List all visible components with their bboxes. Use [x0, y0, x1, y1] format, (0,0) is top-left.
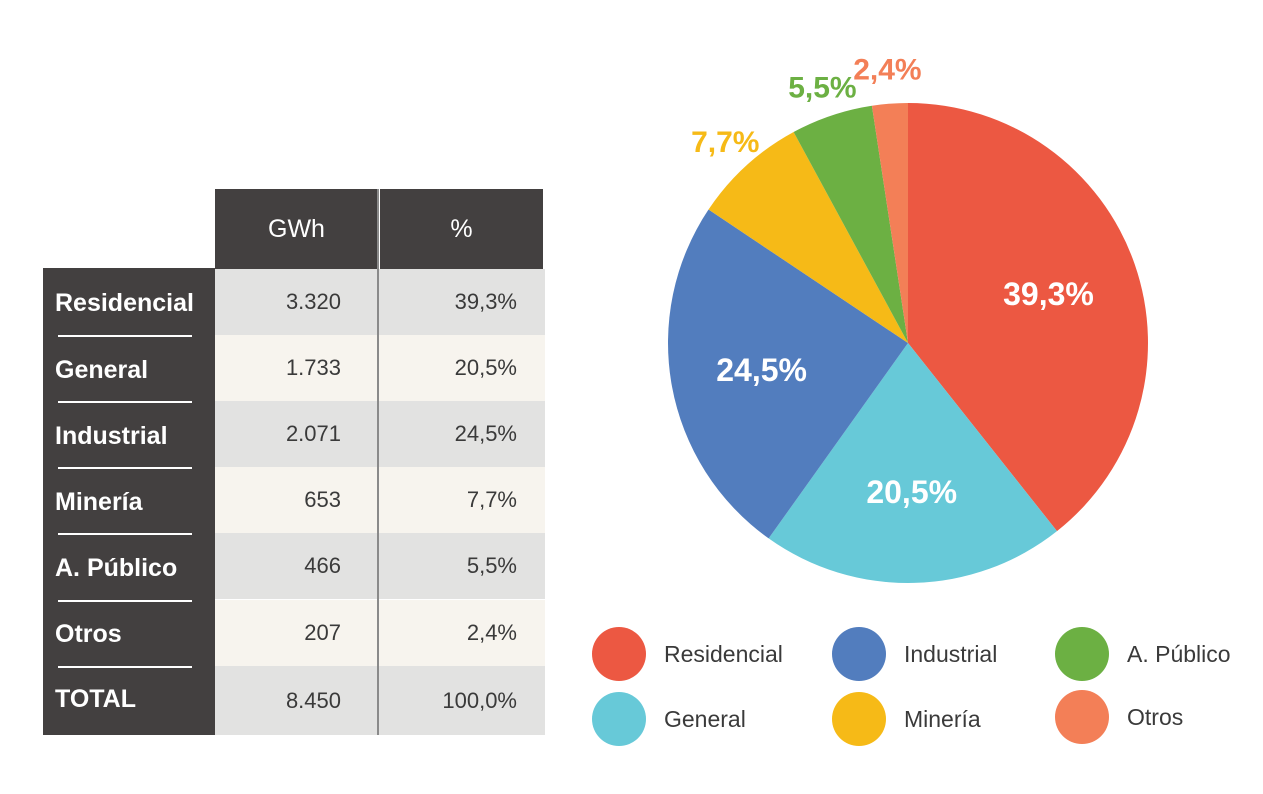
- legend-label: Residencial: [664, 640, 783, 667]
- cell-percent: 2,4%: [466, 620, 517, 645]
- legend-label: A. Público: [1127, 640, 1231, 667]
- pie-slice-residencial: [908, 103, 1148, 532]
- legend-item-industrial: Industrial: [832, 627, 997, 681]
- pie-label-otros: 2,4%: [853, 54, 921, 87]
- legend-label: Minería: [904, 705, 981, 732]
- cell-gwh: 466: [304, 553, 341, 578]
- row-label-a-publico: A. Público: [55, 553, 178, 582]
- pie-label-a-publico: 5,5%: [788, 72, 856, 105]
- cell-gwh: 8.450: [285, 687, 341, 713]
- legend-swatch: [1055, 627, 1109, 681]
- table-row-total: 8.450 100,0%: [215, 666, 545, 735]
- row-separator: [58, 467, 192, 469]
- cell-percent: 100,0%: [442, 687, 517, 713]
- pie-label-industrial: 24,5%: [716, 352, 807, 388]
- row-separator: [58, 335, 192, 337]
- legend-item-a-publico: A. Público: [1055, 627, 1231, 681]
- legend-swatch: [832, 692, 886, 746]
- pie-slice-general: [768, 343, 1057, 583]
- legend-label: Otros: [1127, 703, 1184, 730]
- pie-label-residencial: 39,3%: [1003, 276, 1094, 312]
- table-row: 653 7,7%: [215, 467, 545, 533]
- legend-item-general: General: [592, 692, 746, 746]
- column-divider: [377, 189, 379, 735]
- legend-swatch: [1055, 690, 1109, 744]
- row-label-general: General: [55, 355, 149, 384]
- row-separator: [58, 600, 192, 602]
- row-separator: [58, 401, 192, 403]
- cell-percent: 39,3%: [454, 289, 517, 314]
- legend-label: Industrial: [904, 640, 998, 667]
- legend-swatch: [592, 692, 646, 746]
- cell-percent: 24,5%: [454, 421, 517, 446]
- cell-percent: 7,7%: [466, 487, 517, 512]
- cell-percent: 20,5%: [454, 355, 517, 380]
- table-row: 3.320 39,3%: [215, 269, 545, 335]
- table-row: 466 5,5%: [215, 533, 545, 599]
- cell-gwh: 653: [304, 487, 341, 512]
- pie-label-general: 20,5%: [866, 474, 957, 510]
- cell-gwh: 1.733: [285, 355, 341, 380]
- row-label-otros: Otros: [55, 619, 122, 648]
- legend-item-residencial: Residencial: [592, 627, 783, 681]
- table-row: 2.071 24,5%: [215, 401, 545, 467]
- cell-gwh: 2.071: [285, 421, 341, 446]
- pie-slice-mineria: [708, 132, 908, 343]
- pie-slice-industrial: [668, 209, 908, 539]
- cell-gwh: 207: [304, 620, 341, 645]
- row-labels-column: Residencial General Industrial Minería A…: [43, 268, 215, 735]
- pie-slice-otros: [871, 103, 908, 343]
- table-row: 207 2,4%: [215, 600, 545, 666]
- row-separator: [58, 666, 192, 668]
- legend-label: General: [664, 705, 746, 732]
- row-separator: [58, 533, 192, 535]
- legend-swatch: [592, 627, 646, 681]
- pie-slice-a-publico: [793, 105, 908, 343]
- cell-gwh: 3.320: [285, 289, 341, 314]
- legend-swatch: [832, 627, 886, 681]
- cell-percent: 5,5%: [466, 553, 517, 578]
- row-label-industrial: Industrial: [55, 421, 168, 450]
- legend-item-otros: Otros: [1055, 690, 1183, 744]
- table-row: 1.733 20,5%: [215, 335, 545, 401]
- row-label-mineria: Minería: [55, 487, 143, 516]
- row-label-total: TOTAL: [55, 684, 137, 713]
- pie-label-mineria: 7,7%: [691, 126, 759, 159]
- row-label-residencial: Residencial: [55, 288, 194, 317]
- legend-item-mineria: Minería: [832, 692, 981, 746]
- header-percent: %: [380, 189, 543, 269]
- header-gwh: GWh: [215, 189, 378, 269]
